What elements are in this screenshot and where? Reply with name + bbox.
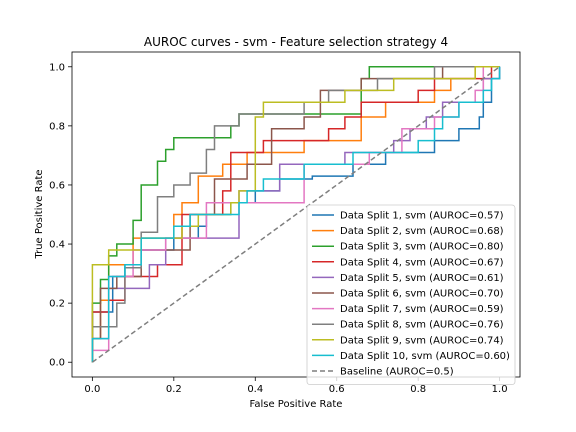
x-tick-label: 0.0 bbox=[84, 384, 100, 395]
legend: Data Split 1, svm (AUROC=0.57) Data Split… bbox=[306, 204, 516, 386]
x-tick-label: 0.2 bbox=[166, 384, 182, 395]
legend-label: Data Split 6, svm (AUROC=0.70) bbox=[340, 289, 504, 300]
y-tick-label: 1.0 bbox=[49, 62, 65, 73]
legend-label: Data Split 5, svm (AUROC=0.61) bbox=[340, 273, 504, 284]
y-tick-label: 0.6 bbox=[49, 180, 65, 191]
legend-label: Data Split 10, svm (AUROC=0.60) bbox=[340, 351, 510, 362]
x-tick-label: 0.6 bbox=[329, 384, 345, 395]
series-line-10 bbox=[91, 66, 501, 363]
legend-label: Data Split 7, svm (AUROC=0.59) bbox=[340, 304, 504, 315]
y-tick-label: 0.0 bbox=[49, 358, 65, 369]
series-line-11 bbox=[91, 66, 501, 363]
chart-title: AUROC curves - svm - Feature selection s… bbox=[144, 35, 448, 49]
y-tick-label: 0.4 bbox=[49, 240, 65, 251]
series-lines bbox=[91, 66, 501, 363]
legend-box bbox=[306, 204, 516, 386]
legend-label: Data Split 3, svm (AUROC=0.80) bbox=[340, 242, 504, 253]
plot-frame bbox=[71, 51, 521, 378]
legend-label: Data Split 1, svm (AUROC=0.57) bbox=[340, 211, 504, 222]
legend-label: Data Split 2, svm (AUROC=0.68) bbox=[340, 226, 504, 237]
y-tick-label: 0.8 bbox=[49, 121, 65, 132]
legend-label: Data Split 9, svm (AUROC=0.74) bbox=[340, 335, 504, 346]
x-tick-label: 1.0 bbox=[492, 384, 508, 395]
x-tick-label: 0.8 bbox=[410, 384, 426, 395]
y-axis-label: True Positive Rate bbox=[34, 169, 45, 259]
y-tick-label: 0.2 bbox=[49, 299, 65, 310]
legend-label: Data Split 8, svm (AUROC=0.76) bbox=[340, 320, 504, 331]
legend-label: Baseline (AUROC=0.5) bbox=[340, 367, 454, 378]
series-line-5 bbox=[91, 66, 501, 363]
axis-ticks: 0.0 0.2 0.4 0.6 0.8 1.0 0.0 0.2 0.4 0.6 0.8 1.0 bbox=[49, 62, 507, 395]
x-tick-label: 0.4 bbox=[247, 384, 263, 395]
legend-label: Data Split 4, svm (AUROC=0.67) bbox=[340, 257, 504, 268]
x-axis-label: False Positive Rate bbox=[250, 399, 343, 410]
